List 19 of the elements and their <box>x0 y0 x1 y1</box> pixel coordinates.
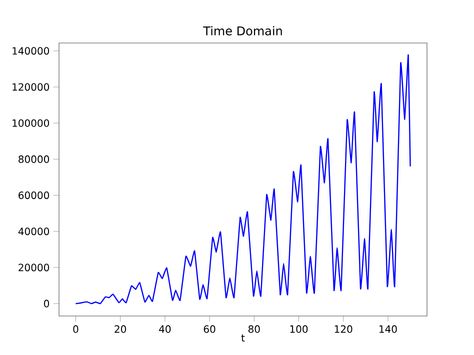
y-tick-label: 40000 <box>18 228 50 236</box>
x-tick-label: 80 <box>248 325 260 333</box>
x-tick-label: 40 <box>159 325 171 333</box>
chart-title: Time Domain <box>203 26 282 36</box>
x-tick-label: 20 <box>114 325 126 333</box>
line-series <box>75 54 411 304</box>
y-tick-label: 60000 <box>18 192 50 200</box>
y-tick-label: 140000 <box>12 47 50 55</box>
y-tick-label: 80000 <box>18 155 50 163</box>
y-tick-label: 0 <box>44 300 50 308</box>
x-axis-title: t <box>241 334 245 342</box>
x-tick-label: 140 <box>380 325 397 333</box>
x-tick-label: 0 <box>73 325 78 333</box>
x-tick-label: 60 <box>204 325 216 333</box>
y-tick-label: 100000 <box>12 119 50 127</box>
x-tick-label: 100 <box>290 325 308 333</box>
y-tick-label: 20000 <box>18 264 50 272</box>
x-tick-label: 120 <box>334 325 352 333</box>
y-tick-label: 120000 <box>12 83 50 91</box>
